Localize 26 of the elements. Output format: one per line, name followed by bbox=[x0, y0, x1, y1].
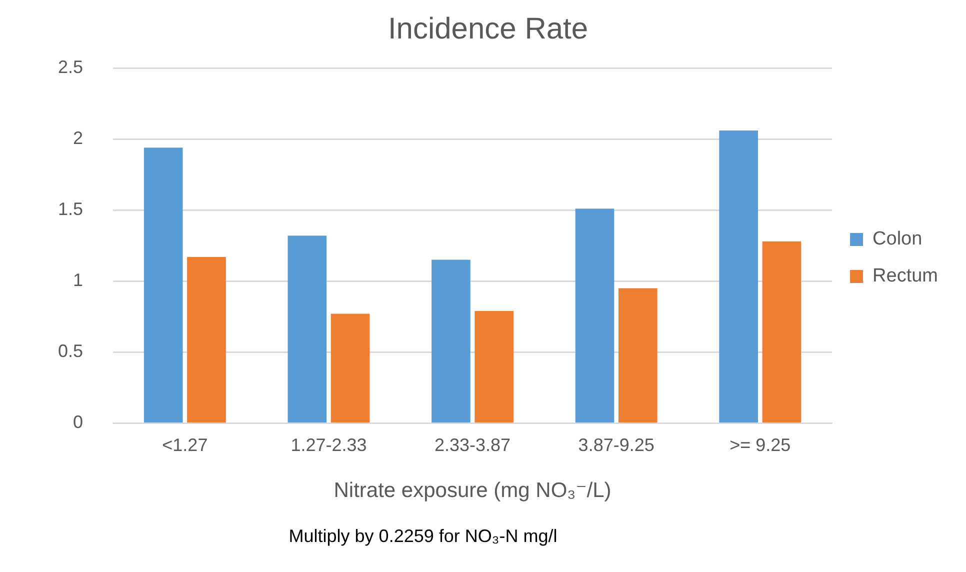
legend-label: Colon bbox=[872, 228, 922, 250]
y-tick-label: 0.5 bbox=[58, 341, 84, 362]
x-tick-label: >= 9.25 bbox=[730, 434, 791, 455]
y-tick-label: 1 bbox=[73, 270, 84, 290]
y-tick-label: 1.5 bbox=[58, 199, 84, 220]
x-tick-label: 2.33-3.87 bbox=[434, 434, 511, 455]
bar bbox=[432, 260, 470, 422]
legend-label: Rectum bbox=[872, 266, 938, 287]
y-tick-label: 2.5 bbox=[58, 56, 84, 77]
bar bbox=[288, 236, 327, 422]
bar bbox=[575, 208, 614, 422]
bar bbox=[719, 130, 758, 422]
bar bbox=[330, 314, 370, 422]
x-tick-label: 1.27-2.33 bbox=[290, 434, 367, 455]
y-tick-label: 0 bbox=[73, 412, 84, 432]
bar bbox=[618, 288, 658, 422]
x-tick-label: <1.27 bbox=[162, 434, 208, 455]
x-tick-label: 3.87-9.25 bbox=[578, 434, 654, 455]
chart-title: Incidence Rate bbox=[388, 12, 588, 46]
bar bbox=[762, 241, 802, 422]
text: Multiply by 0.2259 for NO₃-N mg/l bbox=[288, 526, 558, 547]
bar bbox=[187, 256, 226, 422]
bar bbox=[144, 148, 183, 422]
y-tick-label: 2 bbox=[73, 128, 84, 148]
bar bbox=[474, 310, 514, 422]
x-axis-title: Nitrate exposure (mg NO₃⁻/L) bbox=[334, 479, 612, 502]
